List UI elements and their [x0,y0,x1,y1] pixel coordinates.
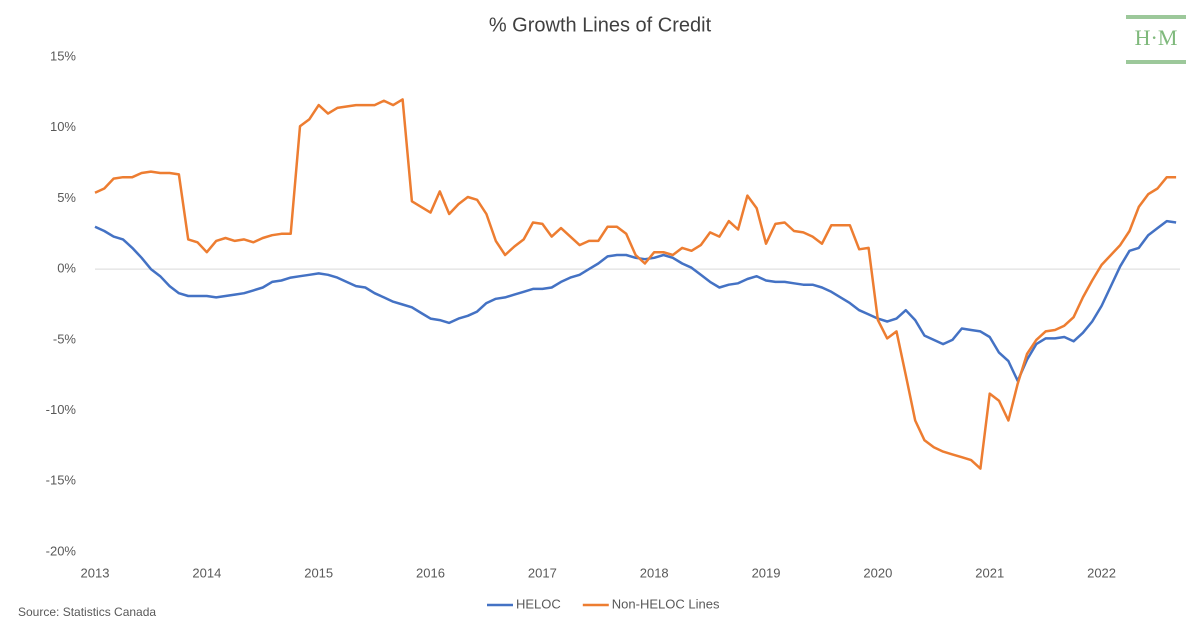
y-tick-label: -5% [53,331,77,346]
x-tick-label: 2015 [304,565,333,580]
logo-text: H·M [1135,25,1178,50]
y-tick-label: 0% [57,261,76,276]
y-tick-label: -20% [46,543,77,558]
y-tick-label: -10% [46,402,77,417]
x-tick-label: 2022 [1087,565,1116,580]
legend-label: Non-HELOC Lines [612,596,720,611]
logo: H·M [1126,15,1186,64]
x-tick-label: 2017 [528,565,557,580]
y-tick-label: -15% [46,473,77,488]
logo-bar [1126,15,1186,19]
x-tick-label: 2020 [863,565,892,580]
x-tick-label: 2021 [975,565,1004,580]
x-tick-label: 2014 [192,565,221,580]
x-tick-label: 2018 [640,565,669,580]
x-tick-label: 2013 [81,565,110,580]
x-tick-label: 2016 [416,565,445,580]
y-tick-label: 5% [57,190,76,205]
legend-label: HELOC [516,596,561,611]
y-tick-label: 10% [50,119,76,134]
source: Source: Statistics Canada [18,605,156,619]
x-tick-label: 2019 [752,565,781,580]
line-series [94,98,1177,470]
logo-bar [1126,60,1186,64]
y-tick-label: 15% [50,48,76,63]
line-series [94,219,1177,383]
chart-title: % Growth Lines of Credit [489,14,712,36]
